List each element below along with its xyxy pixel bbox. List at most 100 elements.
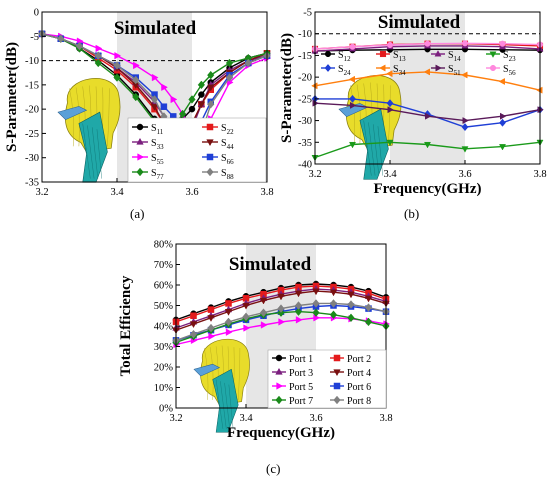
series-s56	[311, 40, 544, 52]
hand-mesh-line	[215, 379, 224, 429]
data-point	[57, 34, 65, 44]
data-point	[188, 95, 196, 104]
legend-item: S12	[321, 50, 351, 63]
legend-item: Port 3	[272, 367, 313, 379]
data-point	[189, 321, 198, 329]
x-tick-label: 3.4	[383, 169, 397, 180]
legend-item: S88	[202, 167, 234, 181]
x-tick-label: 3.2	[169, 413, 182, 424]
y-tick-label: -25	[25, 129, 39, 140]
legend-label-main: S	[221, 168, 227, 179]
legend: Port 1 Port 2 Port 3 Port 4 Port 5 Port 6 Port…	[267, 349, 387, 409]
x-tick-label: 3.2	[35, 187, 48, 198]
data-point	[461, 40, 469, 47]
legend-label: S33	[151, 138, 164, 151]
x-tick-label: 3.4	[110, 187, 124, 198]
legend-label-main: S	[393, 50, 399, 61]
legend-swatch-marker	[435, 64, 442, 72]
legend-label-main: S	[448, 50, 454, 61]
data-point	[161, 83, 168, 92]
legend-label-main: S	[338, 64, 344, 75]
data-point	[386, 99, 394, 108]
data-point	[461, 146, 469, 153]
legend-label: Port 2	[347, 354, 371, 365]
legend-swatch-marker	[333, 369, 341, 377]
legend-label-main: S	[151, 168, 157, 179]
data-point	[423, 141, 432, 149]
x-tick-label: 3.4	[239, 413, 253, 424]
legend-swatch-marker	[276, 382, 284, 390]
data-point	[386, 70, 393, 78]
legend-label-subscript: 11	[157, 128, 164, 136]
legend-label-main: S	[221, 153, 227, 164]
legend-label: S22	[221, 123, 234, 136]
head-mesh-line	[107, 88, 110, 147]
legend-item: S14	[431, 50, 461, 63]
data-point	[242, 312, 250, 322]
legend-item: S24	[321, 63, 351, 77]
plot-frame	[314, 11, 541, 165]
y-tick-label: -5	[303, 8, 312, 19]
data-point	[225, 73, 234, 82]
x-tick-label: 3.6	[309, 413, 322, 424]
legend-item: Port 2	[330, 354, 371, 365]
data-point	[499, 118, 506, 127]
data-point	[188, 105, 196, 113]
y-tick-label: -30	[25, 153, 39, 164]
legend-label-main: S	[221, 123, 227, 134]
head-mesh-line	[388, 85, 391, 144]
legend-label-subscript: 14	[454, 55, 462, 63]
legend-swatch-marker	[434, 50, 442, 57]
y-tick-label: -35	[298, 138, 312, 149]
legend-swatch-marker	[275, 395, 283, 405]
data-point	[347, 291, 355, 299]
legend-swatch-marker	[206, 139, 214, 147]
data-point	[198, 91, 205, 98]
data-point	[132, 75, 140, 85]
y-axis-label: S-Parameter(dB)	[4, 42, 20, 152]
hand-mesh-line	[92, 127, 99, 179]
legend-label: Port 6	[347, 382, 371, 393]
legend-label: S12	[338, 50, 351, 63]
legend-item: Port 6	[330, 382, 371, 393]
data-point	[311, 82, 318, 90]
legend-swatch-marker	[275, 354, 283, 362]
legend-label-main: S	[503, 50, 509, 61]
legend-label-main: S	[151, 138, 157, 149]
data-point	[197, 80, 206, 90]
data-point	[329, 299, 338, 308]
data-point	[189, 329, 198, 339]
y-tick-label: 70%	[154, 260, 174, 271]
chart-title: Simulated	[378, 12, 461, 33]
y-tick-label: -25	[298, 94, 312, 105]
y-tick-label: -40	[298, 160, 312, 171]
legend-label: Port 8	[347, 396, 371, 407]
data-point	[259, 297, 268, 305]
legend-item: Port 5	[272, 382, 313, 393]
legend-label: S44	[221, 138, 234, 151]
data-point	[132, 92, 140, 102]
legend-swatch-marker	[206, 123, 214, 131]
legend-swatch-marker	[379, 50, 387, 58]
legend-item: S77	[132, 167, 164, 181]
data-point	[424, 40, 431, 47]
head-mesh-line	[209, 347, 214, 400]
data-point	[329, 310, 338, 320]
head-shape	[64, 78, 121, 153]
legend-box	[267, 349, 387, 409]
x-tick-label: 3.2	[308, 169, 321, 180]
hand-mesh-line	[220, 381, 227, 429]
x-tick-label: 3.6	[458, 169, 471, 180]
legend-item: S66	[202, 153, 234, 166]
legend-label: Port 5	[289, 382, 313, 393]
x-tick-label: 3.8	[379, 413, 392, 424]
legend-label: S13	[393, 50, 406, 63]
hand-mesh-line	[224, 382, 230, 429]
data-point	[348, 75, 355, 83]
y-tick-label: -35	[25, 178, 39, 189]
legend-label-subscript: 13	[399, 55, 407, 63]
head-model-illustration	[57, 78, 121, 183]
data-point	[277, 293, 285, 301]
